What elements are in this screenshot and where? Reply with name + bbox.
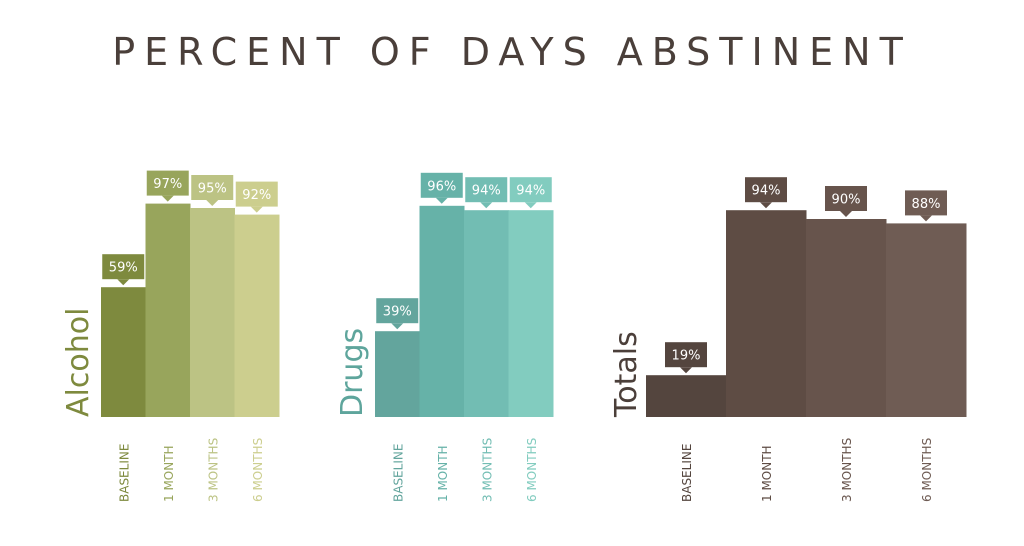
chart-title: PERCENT OF DAYS ABSTINENT	[112, 30, 912, 74]
bar-drugs-2	[464, 210, 509, 417]
bar-totals-3	[886, 223, 967, 417]
category-label-alcohol-0: BASELINE	[117, 444, 131, 502]
bar-drugs-0	[375, 331, 420, 417]
value-label-alcohol-2: 95%	[198, 182, 227, 197]
value-label-box-drugs-2	[465, 177, 508, 203]
panel-label-drugs: Drugs	[335, 328, 370, 417]
value-label-drugs-0: 39%	[383, 305, 412, 320]
category-label-drugs-1: 1 MONTH	[436, 445, 450, 502]
value-label-pointer-alcohol-3	[250, 206, 263, 213]
bar-alcohol-1	[145, 203, 191, 417]
category-label-alcohol-3: 6 MONTHS	[251, 438, 265, 502]
value-label-box-drugs-1	[420, 172, 463, 198]
value-label-drugs-2: 94%	[472, 184, 501, 199]
value-label-box-drugs-3	[509, 177, 552, 203]
category-label-drugs-2: 3 MONTHS	[480, 438, 494, 502]
value-label-pointer-alcohol-1	[161, 195, 174, 202]
value-label-pointer-totals-3	[920, 215, 932, 222]
bar-alcohol-3	[234, 214, 280, 417]
value-label-box-alcohol-3	[235, 181, 278, 207]
value-label-box-totals-0	[665, 342, 707, 368]
bar-drugs-1	[419, 205, 465, 417]
value-label-totals-2: 90%	[832, 193, 861, 208]
value-label-box-drugs-0	[376, 298, 419, 324]
value-label-pointer-totals-0	[680, 367, 692, 374]
value-label-pointer-drugs-1	[435, 197, 448, 204]
value-label-pointer-drugs-2	[480, 202, 493, 209]
value-label-totals-3: 88%	[912, 197, 941, 212]
bar-alcohol-2	[190, 208, 235, 417]
panel-label-totals: Totals	[609, 331, 644, 418]
bar-totals-0	[646, 375, 727, 417]
value-label-pointer-totals-2	[840, 211, 852, 217]
category-label-drugs-3: 6 MONTHS	[525, 438, 539, 502]
value-label-box-alcohol-1	[146, 170, 189, 196]
value-label-pointer-alcohol-2	[206, 200, 219, 206]
bar-alcohol-0	[101, 287, 146, 417]
value-label-alcohol-1: 97%	[153, 177, 182, 192]
value-label-pointer-drugs-0	[391, 323, 404, 330]
category-label-totals-3: 6 MONTHS	[920, 438, 934, 502]
value-label-totals-0: 19%	[672, 349, 701, 364]
category-label-totals-0: BASELINE	[680, 444, 694, 502]
category-label-alcohol-1: 1 MONTH	[162, 445, 176, 502]
value-label-box-alcohol-0	[102, 254, 145, 280]
bar-drugs-3	[508, 210, 554, 417]
value-label-alcohol-0: 59%	[109, 261, 138, 276]
bar-totals-2	[806, 219, 887, 417]
category-label-drugs-0: BASELINE	[391, 444, 405, 502]
value-label-alcohol-3: 92%	[242, 188, 271, 203]
value-label-pointer-drugs-3	[524, 202, 537, 209]
value-label-drugs-3: 94%	[516, 184, 545, 199]
value-label-pointer-totals-1	[760, 202, 772, 209]
value-label-pointer-alcohol-0	[117, 279, 130, 286]
value-label-totals-1: 94%	[752, 184, 781, 199]
bar-totals-1	[726, 210, 807, 417]
value-label-box-totals-2	[825, 186, 867, 211]
value-label-drugs-1: 96%	[427, 179, 456, 194]
value-label-box-alcohol-2	[191, 175, 234, 200]
category-label-totals-2: 3 MONTHS	[840, 438, 854, 502]
category-label-totals-1: 1 MONTH	[760, 445, 774, 502]
value-label-box-totals-3	[905, 190, 947, 216]
panel-label-alcohol: Alcohol	[61, 308, 96, 417]
category-label-alcohol-2: 3 MONTHS	[206, 438, 220, 502]
value-label-box-totals-1	[745, 177, 787, 203]
